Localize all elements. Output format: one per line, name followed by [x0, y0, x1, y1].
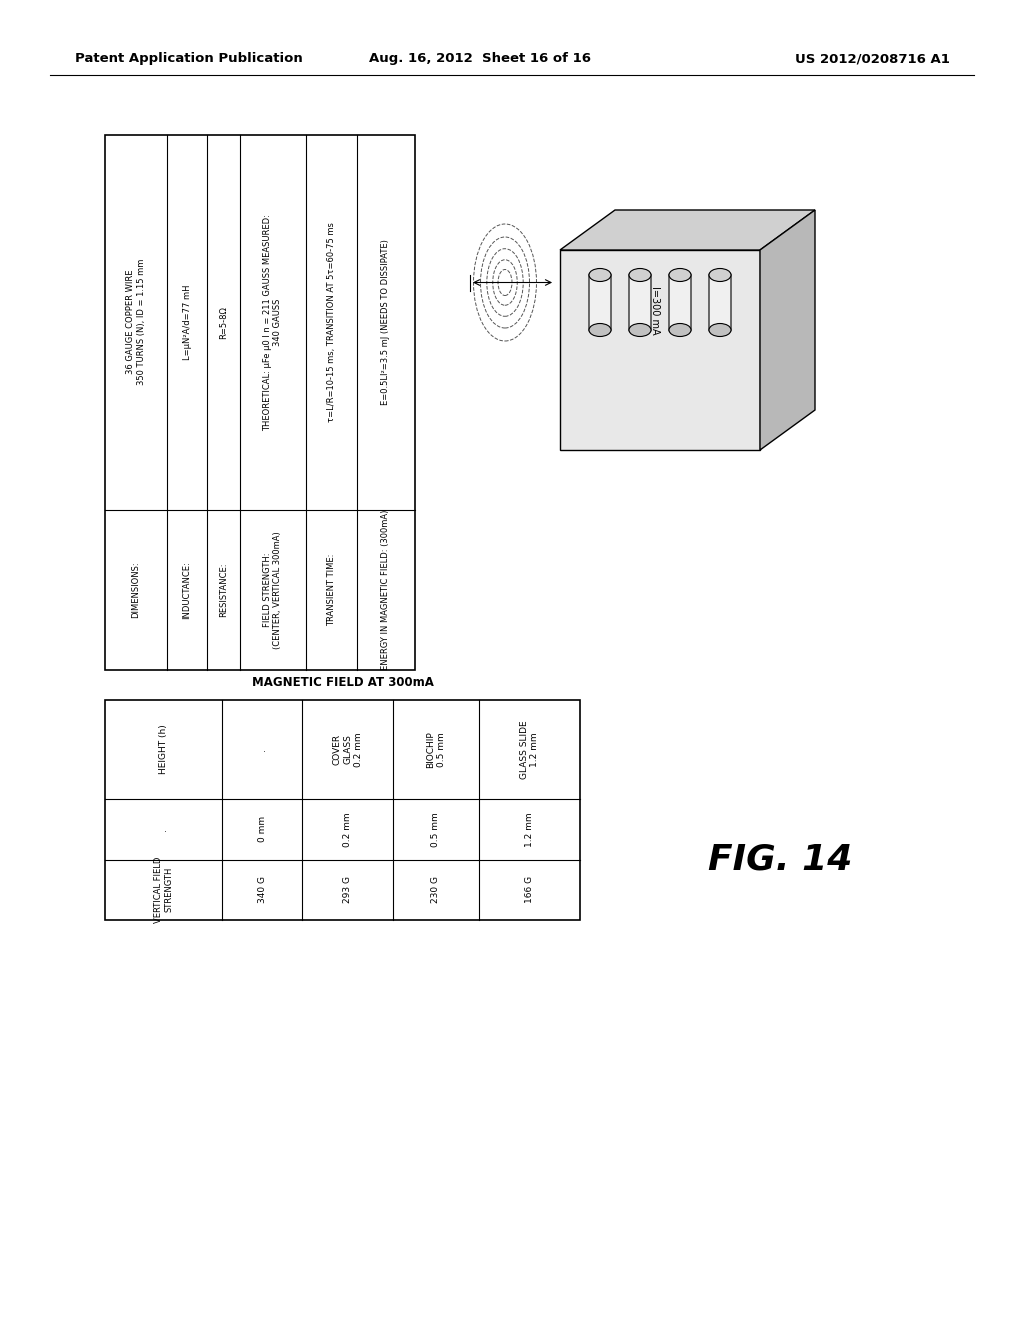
- Text: 340 G: 340 G: [258, 876, 267, 903]
- Polygon shape: [560, 210, 815, 249]
- Ellipse shape: [589, 323, 611, 337]
- Text: FIG. 14: FIG. 14: [708, 843, 852, 876]
- Text: MAGNETIC FIELD AT 300mA: MAGNETIC FIELD AT 300mA: [252, 676, 433, 689]
- Text: 0.2 mm: 0.2 mm: [343, 812, 352, 846]
- Text: .: .: [159, 828, 168, 830]
- Text: DIMENSIONS:: DIMENSIONS:: [131, 561, 140, 618]
- Text: τ=L/R=10-15 ms, TRANSITION AT 5τ=60-75 ms: τ=L/R=10-15 ms, TRANSITION AT 5τ=60-75 m…: [327, 222, 336, 422]
- Text: 0.5 mm: 0.5 mm: [431, 812, 440, 846]
- Text: VERTICAL FIELD
STRENGTH: VERTICAL FIELD STRENGTH: [154, 857, 173, 923]
- Text: BIOCHIP
0.5 mm: BIOCHIP 0.5 mm: [426, 731, 445, 768]
- FancyBboxPatch shape: [589, 273, 611, 333]
- Ellipse shape: [669, 268, 691, 281]
- Ellipse shape: [629, 268, 651, 281]
- Text: 1.2 mm: 1.2 mm: [524, 812, 534, 846]
- FancyBboxPatch shape: [669, 273, 691, 333]
- Text: THEORETICAL: μFe μ0 l n = 211 GAUSS MEASURED:
340 GAUSS: THEORETICAL: μFe μ0 l n = 211 GAUSS MEAS…: [263, 214, 283, 430]
- Text: E=0.5LI²=3.5 mJ (NEEDS TO DISSIPATE): E=0.5LI²=3.5 mJ (NEEDS TO DISSIPATE): [381, 239, 390, 405]
- Text: FIELD STRENGTH:
(CENTER, VERTICAL 300mA): FIELD STRENGTH: (CENTER, VERTICAL 300mA): [263, 531, 283, 648]
- Polygon shape: [560, 249, 760, 450]
- Text: 293 G: 293 G: [343, 876, 352, 903]
- Text: RESISTANCE:: RESISTANCE:: [219, 562, 228, 616]
- Ellipse shape: [589, 268, 611, 281]
- Polygon shape: [760, 210, 815, 450]
- Bar: [105, 700, 580, 920]
- Text: ENERGY IN MAGNETIC FIELD: (300mA): ENERGY IN MAGNETIC FIELD: (300mA): [381, 510, 390, 671]
- Text: 36 GAUGE COPPER WIRE
350 TURNS (N), ID = 1.15 mm: 36 GAUGE COPPER WIRE 350 TURNS (N), ID =…: [126, 259, 145, 385]
- Text: 166 G: 166 G: [524, 876, 534, 903]
- Text: HEIGHT (h): HEIGHT (h): [159, 725, 168, 775]
- Text: COVER
GLASS
0.2 mm: COVER GLASS 0.2 mm: [333, 733, 362, 767]
- Text: INDUCTANCE:: INDUCTANCE:: [182, 561, 191, 619]
- Text: Aug. 16, 2012  Sheet 16 of 16: Aug. 16, 2012 Sheet 16 of 16: [369, 51, 591, 65]
- Ellipse shape: [709, 323, 731, 337]
- Text: US 2012/0208716 A1: US 2012/0208716 A1: [795, 51, 950, 65]
- Text: 230 G: 230 G: [431, 876, 440, 903]
- Text: 0 mm: 0 mm: [258, 816, 267, 842]
- Ellipse shape: [629, 323, 651, 337]
- Bar: [105, 135, 415, 671]
- Text: L=μN²A/d=77 mH: L=μN²A/d=77 mH: [182, 285, 191, 360]
- Text: Patent Application Publication: Patent Application Publication: [75, 51, 303, 65]
- FancyBboxPatch shape: [629, 273, 651, 333]
- Text: GLASS SLIDE
1.2 mm: GLASS SLIDE 1.2 mm: [519, 721, 539, 779]
- Text: .: .: [258, 748, 267, 751]
- Text: R=5-8Ω: R=5-8Ω: [219, 306, 228, 339]
- Ellipse shape: [709, 268, 731, 281]
- Text: TRANSIENT TIME:: TRANSIENT TIME:: [327, 553, 336, 626]
- FancyBboxPatch shape: [709, 273, 731, 333]
- Text: I=300 mA: I=300 mA: [650, 285, 660, 334]
- Ellipse shape: [669, 323, 691, 337]
